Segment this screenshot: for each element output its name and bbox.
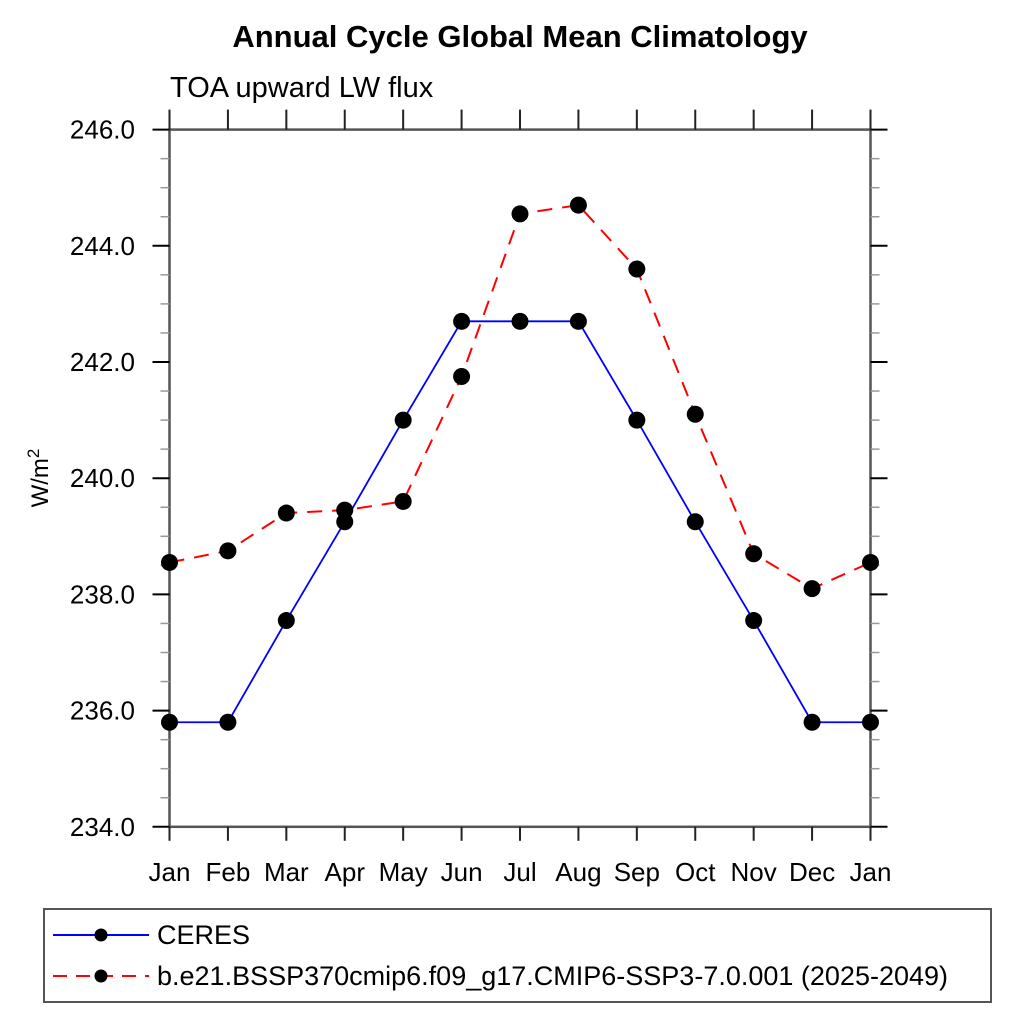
- legend-item-ceres: CERES: [50, 915, 990, 956]
- series-0-marker: [862, 713, 879, 731]
- series-0-marker: [394, 411, 412, 429]
- series-1-marker: [511, 205, 529, 223]
- x-axis-tick-label: Nov: [731, 857, 777, 887]
- series-0-marker: [686, 513, 704, 531]
- y-axis-tick-label: 236.0: [70, 696, 135, 726]
- legend-marker-dot: [94, 928, 108, 942]
- x-axis-tick-label: Dec: [789, 857, 835, 887]
- series-1-marker: [161, 553, 178, 571]
- y-axis-tick-label: 244.0: [70, 231, 135, 261]
- series-1-marker: [803, 580, 821, 598]
- y-axis-title: W/m2: [24, 449, 54, 508]
- x-axis-tick-label: Oct: [675, 857, 716, 887]
- series-0-marker: [628, 411, 646, 429]
- x-axis-tick-label: Jul: [503, 857, 536, 887]
- chart-subtitle: TOA upward LW flux: [170, 72, 434, 104]
- y-axis-tick-label: 240.0: [70, 463, 135, 493]
- series-1-marker: [453, 368, 471, 386]
- series-1-marker: [336, 501, 354, 519]
- y-axis-tick-label: 238.0: [70, 579, 135, 609]
- series-1-marker: [862, 553, 879, 571]
- series-0-marker: [277, 612, 295, 630]
- series-1-marker: [219, 542, 237, 560]
- legend-line-sample-model: [53, 969, 149, 983]
- y-axis-tick-label: 242.0: [70, 347, 135, 377]
- x-axis-tick-label: Apr: [325, 857, 366, 887]
- series-0-marker: [803, 713, 821, 731]
- series-0-marker: [511, 312, 529, 330]
- x-axis-tick-label: Mar: [264, 857, 309, 887]
- series-line-1: [169, 204, 871, 590]
- x-axis-tick-label: Aug: [555, 857, 601, 887]
- x-axis-tick-label: May: [379, 857, 428, 887]
- legend-line-sample-ceres: [53, 928, 149, 942]
- series-1-marker: [277, 504, 295, 522]
- x-axis-tick-label: Feb: [206, 857, 251, 887]
- x-axis-tick-label: Jun: [441, 857, 483, 887]
- x-axis-tick-label: Jan: [850, 857, 892, 887]
- series-0-marker: [453, 312, 471, 330]
- x-axis-tick-label: Sep: [614, 857, 660, 887]
- legend-label-model: b.e21.BSSP370cmip6.f09_g17.CMIP6-SSP3-7.…: [157, 960, 949, 991]
- series-0-marker: [161, 713, 178, 731]
- series-1-marker: [686, 405, 704, 423]
- series-0-marker: [569, 312, 587, 330]
- series-0-marker: [219, 713, 237, 731]
- series-1-marker: [569, 196, 587, 214]
- series-1-marker: [628, 260, 646, 278]
- x-axis-tick-label: Jan: [149, 857, 191, 887]
- plot-frame: [168, 128, 872, 829]
- legend-marker-dot: [94, 969, 108, 983]
- legend-label-ceres: CERES: [157, 919, 251, 950]
- chart-title: Annual Cycle Global Mean Climatology: [232, 19, 808, 54]
- series-1-marker: [745, 545, 763, 563]
- legend-item-model: b.e21.BSSP370cmip6.f09_g17.CMIP6-SSP3-7.…: [50, 956, 990, 997]
- series-1-marker: [394, 492, 412, 510]
- series-0-marker: [336, 513, 354, 531]
- y-axis-tick-label: 234.0: [70, 812, 135, 842]
- legend-box: CERES b.e21.BSSP370cmip6.f09_g17.CMIP6-S…: [43, 908, 992, 1003]
- y-axis-tick-label: 246.0: [70, 115, 135, 145]
- series-0-marker: [745, 612, 763, 630]
